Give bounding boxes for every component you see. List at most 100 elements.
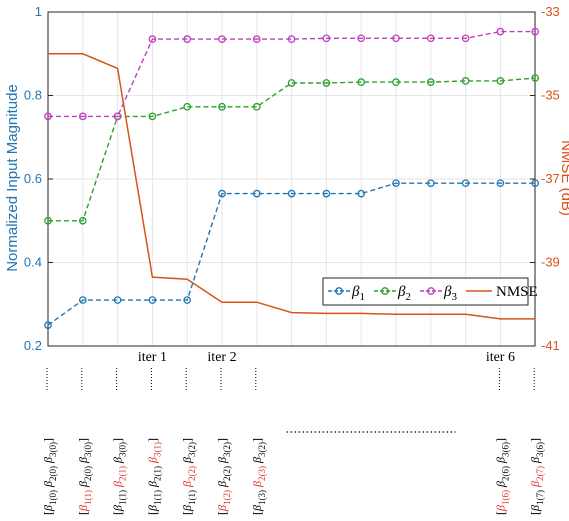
tuple-bracket-close: ] bbox=[528, 438, 542, 442]
right-y-ticks: -33 -35 -37 -39 -41 bbox=[530, 4, 560, 353]
tuple-subscript: 2(0) bbox=[48, 466, 58, 481]
tuple-subscript: 3(2) bbox=[222, 442, 232, 457]
right-tick-label: -33 bbox=[541, 4, 560, 19]
iter-label: iter 1 bbox=[138, 350, 167, 365]
tuple-beta: β bbox=[493, 457, 507, 464]
tuple-label-x0: [β1(0)β2(0)β3(0)] bbox=[41, 438, 58, 515]
data-point bbox=[113, 112, 122, 121]
tuple-label-x3: [β1(1)β2(1)β3(1)] bbox=[145, 438, 162, 515]
data-point bbox=[148, 112, 157, 121]
data-point bbox=[426, 179, 435, 188]
tuple-bracket-close: ] bbox=[215, 438, 229, 442]
data-point bbox=[461, 179, 470, 188]
tuple-subscript: 1(1) bbox=[118, 490, 128, 505]
data-point bbox=[44, 321, 52, 329]
tuple-beta: β bbox=[76, 481, 90, 488]
tuple-beta: β bbox=[41, 481, 55, 488]
data-point bbox=[148, 296, 157, 304]
tuple-beta: β bbox=[493, 481, 507, 488]
tuple-label-x2: [β1(1)β2(1)β3(0)] bbox=[111, 438, 128, 515]
data-point bbox=[357, 189, 366, 198]
tuple-subscript: 1(2) bbox=[222, 490, 232, 505]
data-point bbox=[218, 189, 226, 198]
data-point bbox=[287, 189, 296, 198]
series-beta1 bbox=[44, 179, 540, 329]
tuple-bracket-open: [ bbox=[76, 511, 90, 515]
data-point bbox=[252, 102, 261, 111]
tuple-text: [β1(1)β2(2)β3(2)] bbox=[180, 438, 197, 515]
legend-label: β1 bbox=[351, 284, 365, 303]
data-point bbox=[287, 79, 296, 87]
tuple-bracket-open: [ bbox=[493, 511, 507, 515]
tuple-beta: β bbox=[528, 457, 542, 464]
data-point bbox=[357, 78, 366, 86]
y2-axis-label: NMSE (dB) bbox=[558, 140, 569, 216]
legend-label-base: β bbox=[397, 284, 406, 300]
data-point bbox=[183, 102, 192, 111]
tuple-beta: β bbox=[215, 481, 229, 488]
data-point bbox=[392, 78, 400, 86]
data-point bbox=[392, 179, 400, 188]
tuple-subscript: 1(1) bbox=[187, 490, 197, 505]
tuple-beta: β bbox=[76, 457, 90, 464]
tuple-bracket-close: ] bbox=[250, 438, 264, 442]
tuple-beta: β bbox=[250, 505, 264, 512]
tuple-text: [β1(1)β2(1)β3(1)] bbox=[145, 438, 162, 515]
tuple-beta: β bbox=[41, 457, 55, 464]
tuple-beta: β bbox=[111, 457, 125, 464]
data-point bbox=[392, 34, 400, 43]
tuple-beta: β bbox=[528, 505, 542, 512]
tuple-subscript: 2(7) bbox=[535, 466, 545, 481]
tuple-text: [β1(7)β2(7)β3(6)] bbox=[528, 438, 545, 515]
tuple-beta: β bbox=[493, 505, 507, 512]
legend-marker bbox=[335, 287, 343, 295]
tuple-bracket-open: [ bbox=[145, 511, 159, 515]
iter-label: iter 2 bbox=[207, 350, 236, 365]
series-beta3 bbox=[44, 27, 540, 121]
tuple-bracket-close: ] bbox=[76, 438, 90, 442]
legend-marker bbox=[381, 287, 389, 295]
tuple-beta: β bbox=[145, 457, 159, 464]
tuple-subscript: 3(0) bbox=[83, 442, 93, 457]
right-tick-label: -41 bbox=[541, 338, 560, 353]
tuple-bracket-close: ] bbox=[145, 438, 159, 442]
data-point bbox=[426, 34, 435, 43]
tuple-beta: β bbox=[215, 505, 229, 512]
left-tick-label: 0.6 bbox=[24, 171, 42, 186]
left-tick-label: 0.2 bbox=[24, 338, 42, 353]
tuple-label-x14: [β1(7)β2(7)β3(6)] bbox=[528, 438, 545, 515]
tuple-bracket-close: ] bbox=[41, 438, 55, 442]
data-point bbox=[322, 189, 331, 198]
tuple-subscript: 3(6) bbox=[535, 442, 545, 457]
series-line bbox=[47, 182, 536, 326]
data-point bbox=[531, 27, 540, 36]
left-tick-label: 0.4 bbox=[24, 255, 42, 270]
data-point bbox=[183, 296, 192, 304]
tuple-subscript: 2(3) bbox=[257, 466, 267, 481]
tuple-bracket-close: ] bbox=[493, 438, 507, 442]
data-point bbox=[218, 102, 226, 111]
series-line bbox=[48, 77, 536, 222]
data-point bbox=[78, 296, 87, 304]
tuple-subscript: 1(0) bbox=[48, 490, 58, 505]
tuple-subscript: 2(0) bbox=[83, 466, 93, 481]
tuple-beta: β bbox=[145, 481, 159, 488]
data-point bbox=[183, 35, 192, 43]
data-point bbox=[148, 35, 157, 43]
data-point bbox=[531, 74, 540, 82]
data-point bbox=[496, 179, 505, 188]
tuple-beta: β bbox=[180, 457, 194, 464]
data-point bbox=[496, 77, 505, 85]
tuple-subscript: 3(2) bbox=[257, 442, 267, 457]
tuple-subscript: 3(0) bbox=[118, 442, 128, 457]
legend-box bbox=[322, 277, 529, 306]
tuple-subscript: 3(2) bbox=[187, 442, 197, 457]
nmse-line bbox=[48, 53, 536, 320]
data-point bbox=[78, 112, 87, 121]
tuple-beta: β bbox=[215, 457, 229, 464]
data-point bbox=[44, 216, 52, 225]
series-nmse bbox=[48, 53, 536, 320]
tuple-beta: β bbox=[111, 481, 125, 488]
tuple-beta: β bbox=[180, 481, 194, 488]
